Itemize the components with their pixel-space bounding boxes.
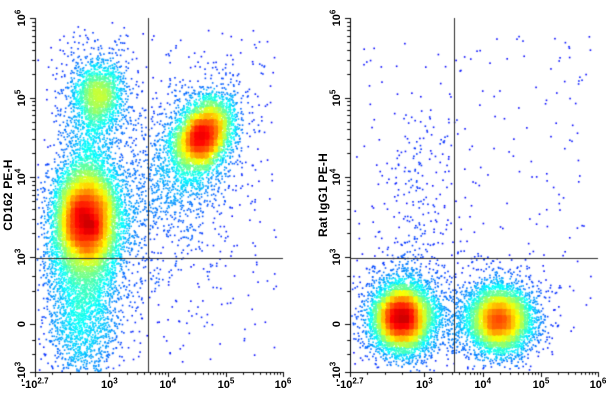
y-axis-label-right: Rat IgG1 PE-H: [316, 153, 330, 237]
y-axis-label-left: CD162 PE-H: [1, 159, 15, 231]
